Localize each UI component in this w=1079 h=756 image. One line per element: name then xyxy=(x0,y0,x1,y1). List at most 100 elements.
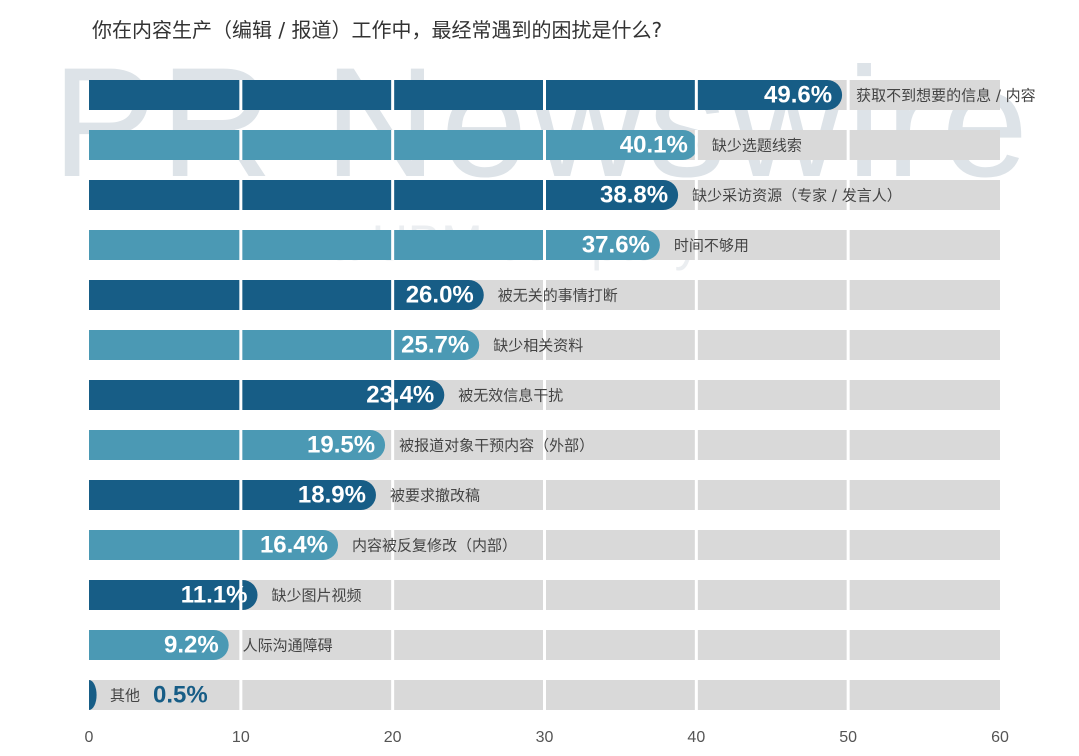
grid-separator xyxy=(846,180,850,210)
grid-separator xyxy=(543,630,546,660)
bar xyxy=(89,180,679,210)
grid-separator xyxy=(694,180,698,210)
grid-separator xyxy=(846,80,850,110)
category-label: 缺少选题线索 xyxy=(712,137,802,155)
category-label: 被无关的事情打断 xyxy=(498,287,618,305)
category-label: 缺少相关资料 xyxy=(493,337,583,355)
grid-separator xyxy=(391,480,395,510)
grid-separator xyxy=(239,280,243,310)
bar xyxy=(89,330,480,360)
category-label: 被要求撤改稿 xyxy=(390,487,480,505)
bar xyxy=(89,630,229,660)
category-label: 获取不到想要的信息 / 内容 xyxy=(856,87,1036,105)
grid-separator xyxy=(391,430,395,460)
grid-separator xyxy=(239,530,243,560)
value-label: 11.1% xyxy=(181,581,248,608)
bar-row: 38.8% 缺少采访资源（专家 / 发言人） xyxy=(89,180,1000,210)
grid-separator xyxy=(391,330,395,360)
grid-separator xyxy=(239,430,243,460)
grid-separator xyxy=(694,630,698,660)
grid-separator xyxy=(391,380,395,410)
value-label: 26.0% xyxy=(406,281,474,308)
value-label: 38.8% xyxy=(600,181,668,208)
bar-row: 40.1% 缺少选题线索 xyxy=(89,130,1000,160)
grid-separator xyxy=(391,630,395,660)
grid-separator xyxy=(543,430,546,460)
grid-separator xyxy=(391,180,395,210)
grid-separator xyxy=(694,280,698,310)
grid-separator xyxy=(239,230,243,260)
grid-separator xyxy=(543,130,546,160)
grid-separator xyxy=(239,580,243,610)
grid-separator xyxy=(694,330,698,360)
value-label: 19.5% xyxy=(307,431,375,458)
grid-separator xyxy=(694,530,698,560)
grid-separator xyxy=(694,130,698,160)
grid-separator xyxy=(846,680,850,710)
value-label: 25.7% xyxy=(401,331,469,358)
grid-separator xyxy=(391,230,395,260)
x-tick-label: 0 xyxy=(85,729,94,746)
grid-separator xyxy=(694,80,698,110)
grid-separator xyxy=(239,380,243,410)
grid-separator xyxy=(239,630,243,660)
bar-row: 25.7% 缺少相关资料 xyxy=(89,330,1000,360)
x-tick-label: 60 xyxy=(991,729,1009,746)
grid-separator xyxy=(846,130,850,160)
category-label: 被报道对象干预内容（外部） xyxy=(399,437,594,455)
grid-separator xyxy=(846,530,850,560)
value-label: 9.2% xyxy=(164,631,219,658)
bar xyxy=(89,680,97,710)
bar-row: 18.9% 被要求撤改稿 xyxy=(89,480,1000,510)
grid-separator xyxy=(694,680,698,710)
grid-separator xyxy=(846,430,850,460)
bar xyxy=(89,280,484,310)
category-label: 人际沟通障碍 xyxy=(243,637,333,655)
bar-row: 37.6% 时间不够用 xyxy=(89,230,1000,260)
grid-separator xyxy=(543,480,546,510)
value-label: 16.4% xyxy=(260,531,328,558)
chart-title: 你在内容生产（编辑 / 报道）工作中，最经常遇到的困扰是什么? xyxy=(92,18,663,42)
grid-separator xyxy=(846,330,850,360)
x-tick-label: 40 xyxy=(687,729,705,746)
value-label: 40.1% xyxy=(620,131,688,158)
grid-separator xyxy=(239,480,243,510)
grid-separator xyxy=(391,530,395,560)
x-tick-label: 20 xyxy=(384,729,402,746)
grid-separator xyxy=(846,580,850,610)
grid-separator xyxy=(239,130,243,160)
bar-row: 49.6% 获取不到想要的信息 / 内容 xyxy=(89,80,1036,110)
grid-separator xyxy=(391,80,395,110)
grid-separator xyxy=(694,580,698,610)
category-label: 缺少采访资源（专家 / 发言人） xyxy=(692,187,902,205)
value-label: 18.9% xyxy=(298,481,366,508)
bar xyxy=(89,430,386,460)
bar xyxy=(89,80,843,110)
value-label: 23.4% xyxy=(366,381,434,408)
grid-separator xyxy=(543,80,546,110)
grid-separator xyxy=(543,380,546,410)
value-label: 49.6% xyxy=(764,81,832,108)
bar xyxy=(89,530,339,560)
grid-separator xyxy=(543,680,546,710)
x-tick-label: 10 xyxy=(232,729,250,746)
grid-separator xyxy=(846,230,850,260)
bar-row: 11.1% 缺少图片视频 xyxy=(89,580,1000,610)
bar-row: 16.4% 内容被反复修改（内部） xyxy=(89,530,1000,560)
value-label: 0.5% xyxy=(153,681,208,708)
grid-separator xyxy=(694,430,698,460)
grid-separator xyxy=(391,280,395,310)
grid-separator xyxy=(543,580,546,610)
grid-separator xyxy=(846,380,850,410)
value-label: 37.6% xyxy=(582,231,650,258)
grid-separator xyxy=(543,180,546,210)
category-label: 时间不够用 xyxy=(674,237,749,255)
bar xyxy=(89,380,445,410)
bar-row: 19.5% 被报道对象干预内容（外部） xyxy=(89,430,1000,460)
grid-separator xyxy=(694,230,698,260)
grid-separator xyxy=(543,530,546,560)
grid-separator xyxy=(391,130,395,160)
bar-row: 9.2% 人际沟通障碍 xyxy=(89,630,1000,660)
grid-separator xyxy=(239,180,243,210)
